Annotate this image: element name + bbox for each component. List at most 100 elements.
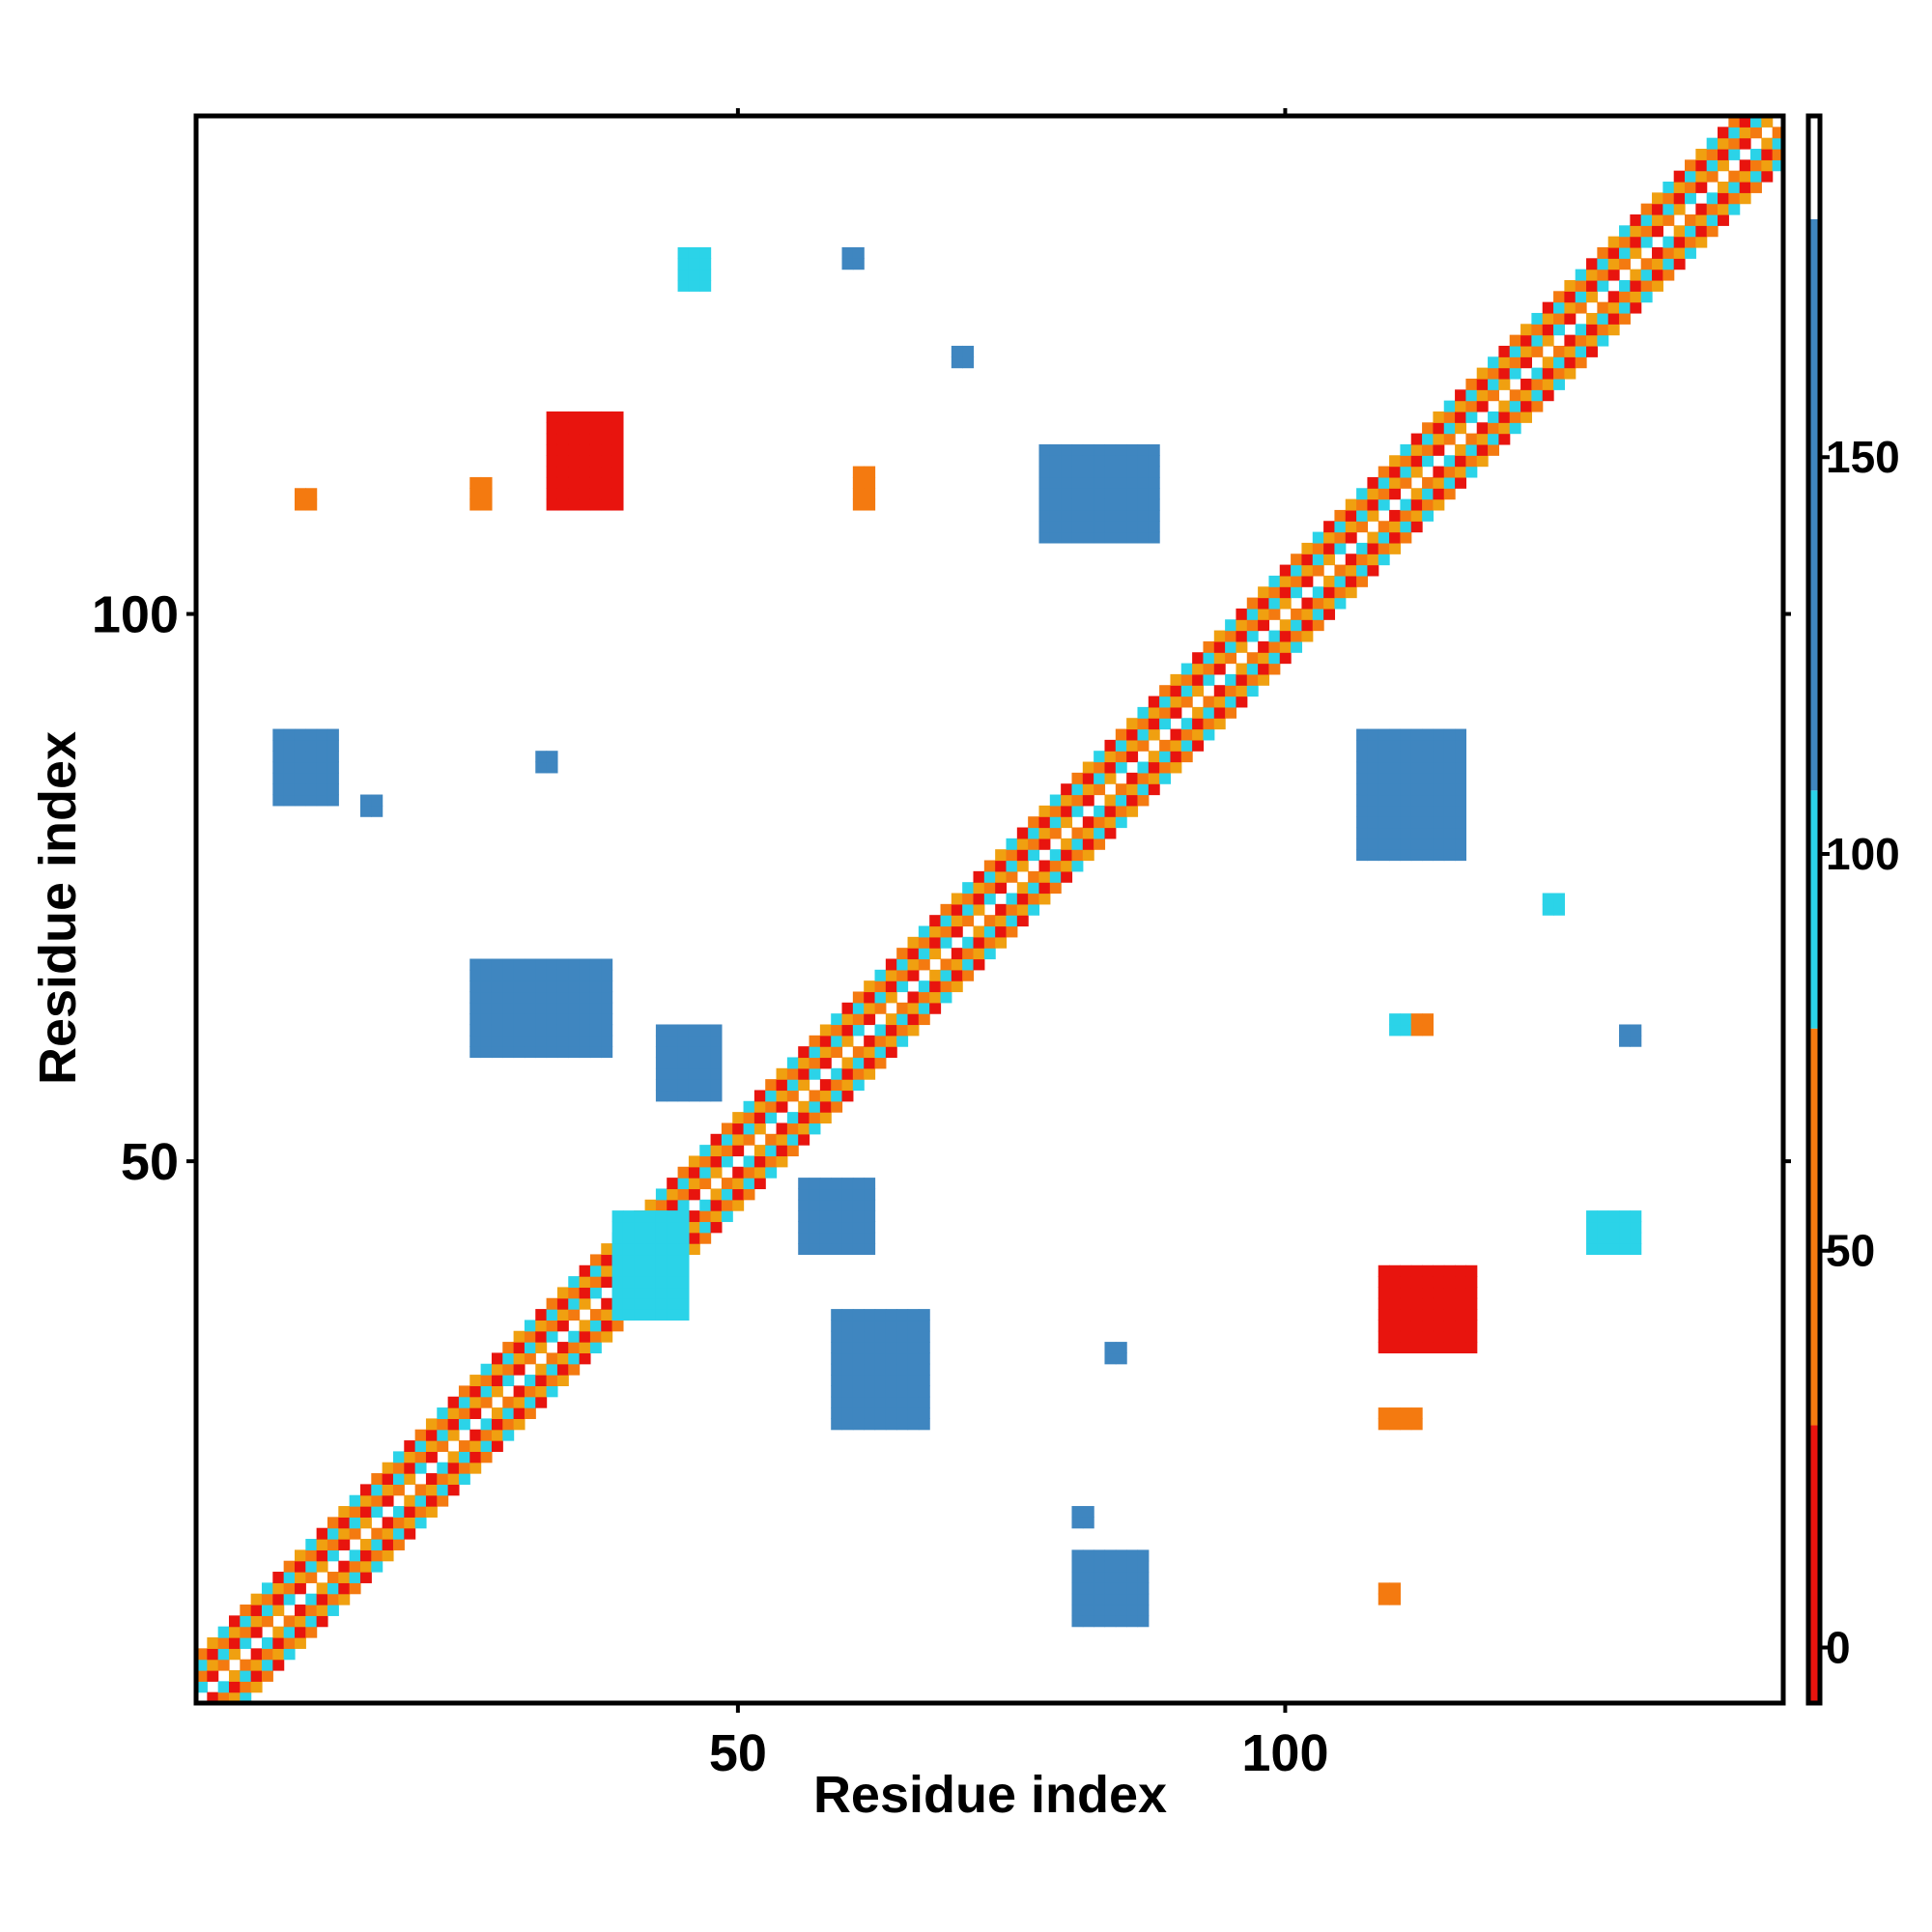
- contact-cell: [568, 980, 581, 993]
- diagonal-cell: [1192, 652, 1205, 665]
- diagonal-cell: [1476, 400, 1489, 412]
- diagonal-cell: [1706, 159, 1719, 172]
- contact-cell: [1455, 794, 1466, 807]
- diagonal-cell: [447, 1418, 460, 1431]
- contact-cell: [1389, 1320, 1402, 1332]
- contact-cell: [819, 1221, 832, 1234]
- diagonal-cell: [338, 1572, 351, 1583]
- diagonal-cell: [601, 1243, 613, 1256]
- diagonal-cell: [1334, 521, 1347, 533]
- diagonal-cell: [1706, 225, 1719, 238]
- contact-cell: [1410, 783, 1423, 796]
- contact-cell: [1586, 1221, 1598, 1234]
- y-tick-label: 100: [92, 586, 179, 644]
- contact-cell: [589, 958, 602, 971]
- diagonal-cell: [1378, 542, 1390, 554]
- diagonal-cell: [1312, 564, 1324, 577]
- diagonal-cell: [469, 1440, 482, 1452]
- contact-cell: [1422, 1013, 1435, 1026]
- diagonal-cell: [1443, 411, 1456, 423]
- contact-cell: [556, 455, 569, 468]
- contact-cell: [667, 1035, 679, 1047]
- contact-cell: [1082, 1593, 1094, 1605]
- contact-cell: [1082, 1517, 1094, 1529]
- contact-cell: [1410, 816, 1423, 829]
- contact-cell: [1455, 827, 1466, 839]
- contact-cell: [316, 751, 328, 763]
- diagonal-cell: [864, 980, 876, 993]
- diagonal-cell: [1082, 761, 1094, 774]
- contact-cell: [1378, 849, 1390, 862]
- diagonal-cell: [1433, 433, 1445, 445]
- contact-cell: [491, 1046, 503, 1059]
- diagonal-cell: [1520, 345, 1532, 357]
- diagonal-cell: [1542, 324, 1554, 336]
- contact-cell: [589, 488, 602, 500]
- contact-cell: [513, 1002, 526, 1014]
- contact-cell: [546, 1002, 558, 1014]
- diagonal-cell: [864, 1067, 876, 1080]
- diagonal-cell: [699, 1199, 712, 1211]
- contact-cell: [1126, 443, 1139, 456]
- diagonal-cell: [524, 1320, 536, 1332]
- diagonal-cell: [786, 1122, 799, 1135]
- diagonal-cell: [502, 1375, 515, 1386]
- contact-cell: [535, 991, 548, 1004]
- diagonal-cell: [1126, 718, 1139, 730]
- diagonal-cell: [1465, 389, 1478, 402]
- diagonal-cell: [1225, 652, 1237, 665]
- diagonal-cell: [721, 1210, 733, 1223]
- contact-cell: [852, 1385, 865, 1398]
- diagonal-cell: [1640, 258, 1653, 270]
- diagonal-cell: [1488, 367, 1499, 380]
- contact-cell: [1137, 1593, 1150, 1605]
- diagonal-cell: [1465, 443, 1478, 456]
- contact-cell: [327, 751, 339, 763]
- diagonal-cell: [1246, 630, 1259, 642]
- diagonal-cell: [1071, 827, 1084, 839]
- diagonal-cell: [1389, 509, 1402, 522]
- diagonal-cell: [1488, 433, 1499, 445]
- contact-cell: [1104, 509, 1117, 522]
- contact-cell: [1378, 827, 1390, 839]
- contact-cell: [655, 1090, 668, 1102]
- diagonal-cell: [546, 1363, 558, 1376]
- diagonal-cell: [852, 1046, 865, 1059]
- contact-cell: [841, 1320, 854, 1332]
- diagonal-cell: [1761, 137, 1774, 150]
- contact-cell: [1137, 1582, 1150, 1595]
- contact-cell: [513, 958, 526, 971]
- contact-cell: [852, 1188, 865, 1201]
- diagonal-cell: [338, 1506, 351, 1518]
- contact-cell: [896, 1309, 909, 1321]
- diagonal-cell: [1718, 203, 1729, 215]
- contact-cell: [589, 411, 602, 423]
- diagonal-cell: [568, 1309, 581, 1321]
- contact-cell: [874, 1407, 887, 1419]
- diagonal-cell: [524, 1385, 536, 1398]
- contact-cell: [962, 356, 975, 369]
- contact-cell: [524, 1024, 536, 1037]
- contact-cell: [579, 1035, 591, 1047]
- contact-cell: [831, 1188, 843, 1201]
- diagonal-cell: [1213, 696, 1226, 708]
- diagonal-cell: [1323, 521, 1336, 533]
- contact-cell: [885, 1320, 897, 1332]
- contact-cell: [864, 1396, 876, 1408]
- diagonal-cell: [1061, 805, 1073, 817]
- contact-cell: [1378, 1342, 1390, 1354]
- diagonal-cell: [1389, 488, 1402, 500]
- diagonal-cell: [1498, 400, 1511, 412]
- diagonal-cell: [1662, 236, 1675, 248]
- contact-cell: [1443, 1330, 1456, 1343]
- diagonal-cell: [819, 1057, 832, 1069]
- diagonal-cell: [1378, 498, 1390, 511]
- diagonal-cell: [831, 1100, 843, 1113]
- contact-cell: [1115, 521, 1127, 533]
- diagonal-cell: [382, 1473, 394, 1485]
- contact-cell: [1455, 1330, 1466, 1343]
- contact-cell: [1455, 1287, 1466, 1299]
- diagonal-cell: [1378, 554, 1390, 566]
- diagonal-cell: [973, 925, 985, 938]
- diagonal-cell: [1061, 849, 1073, 862]
